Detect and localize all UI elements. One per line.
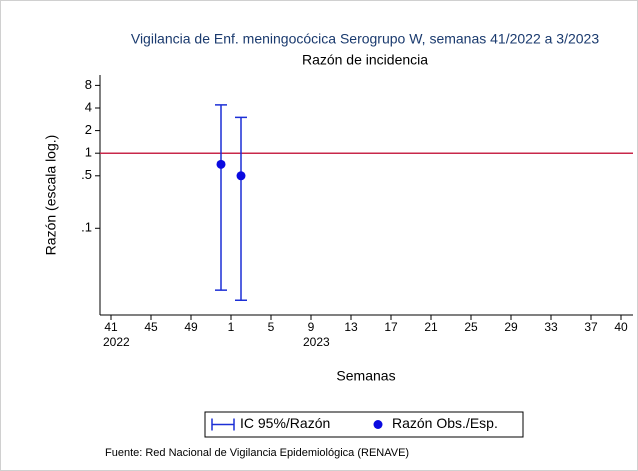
error-bar (215, 104, 227, 291)
error-bar (235, 116, 247, 302)
legend-label: IC 95%/Razón (240, 415, 330, 431)
legend-label: Razón Obs./Esp. (392, 415, 498, 431)
x-axis-title: Semanas (336, 368, 395, 384)
x-tick-label: 41 (104, 320, 118, 334)
x-tick-label: 37 (584, 320, 598, 334)
legend-box (204, 411, 524, 438)
x-tick-label: 40 (614, 320, 628, 334)
y-tick-label: 4 (85, 99, 92, 114)
chart-title: Vigilancia de Enf. meningocócica Serogru… (131, 31, 599, 47)
x-tick-label: 45 (144, 320, 158, 334)
y-tick-label: .5 (81, 167, 92, 182)
x-tick-label: 1 (228, 320, 235, 334)
x-tick-label: 13 (344, 320, 358, 334)
x-tick-label: 29 (504, 320, 518, 334)
year-label: 2022 (103, 335, 130, 349)
source-note: Fuente: Red Nacional de Vigilancia Epide… (105, 447, 409, 459)
chart-subtitle: Razón de incidencia (302, 52, 428, 68)
point (216, 159, 226, 169)
y-tick-label: 8 (85, 77, 92, 92)
x-tick-label: 17 (384, 320, 398, 334)
x-tick-label: 49 (184, 320, 198, 334)
legend-swatch (373, 420, 383, 429)
y-tick-label: 1 (85, 145, 92, 160)
x-tick-label: 21 (424, 320, 438, 334)
x-tick-label: 5 (268, 320, 275, 334)
x-tick-label: 33 (544, 320, 558, 334)
point (236, 171, 246, 181)
y-tick-label: 2 (85, 122, 92, 137)
year-label: 2023 (303, 335, 330, 349)
y-axis-title: Razón (escala log.) (43, 135, 59, 256)
x-tick-label: 25 (464, 320, 478, 334)
x-tick-label: 9 (308, 320, 315, 334)
y-tick-label: .1 (81, 220, 92, 235)
